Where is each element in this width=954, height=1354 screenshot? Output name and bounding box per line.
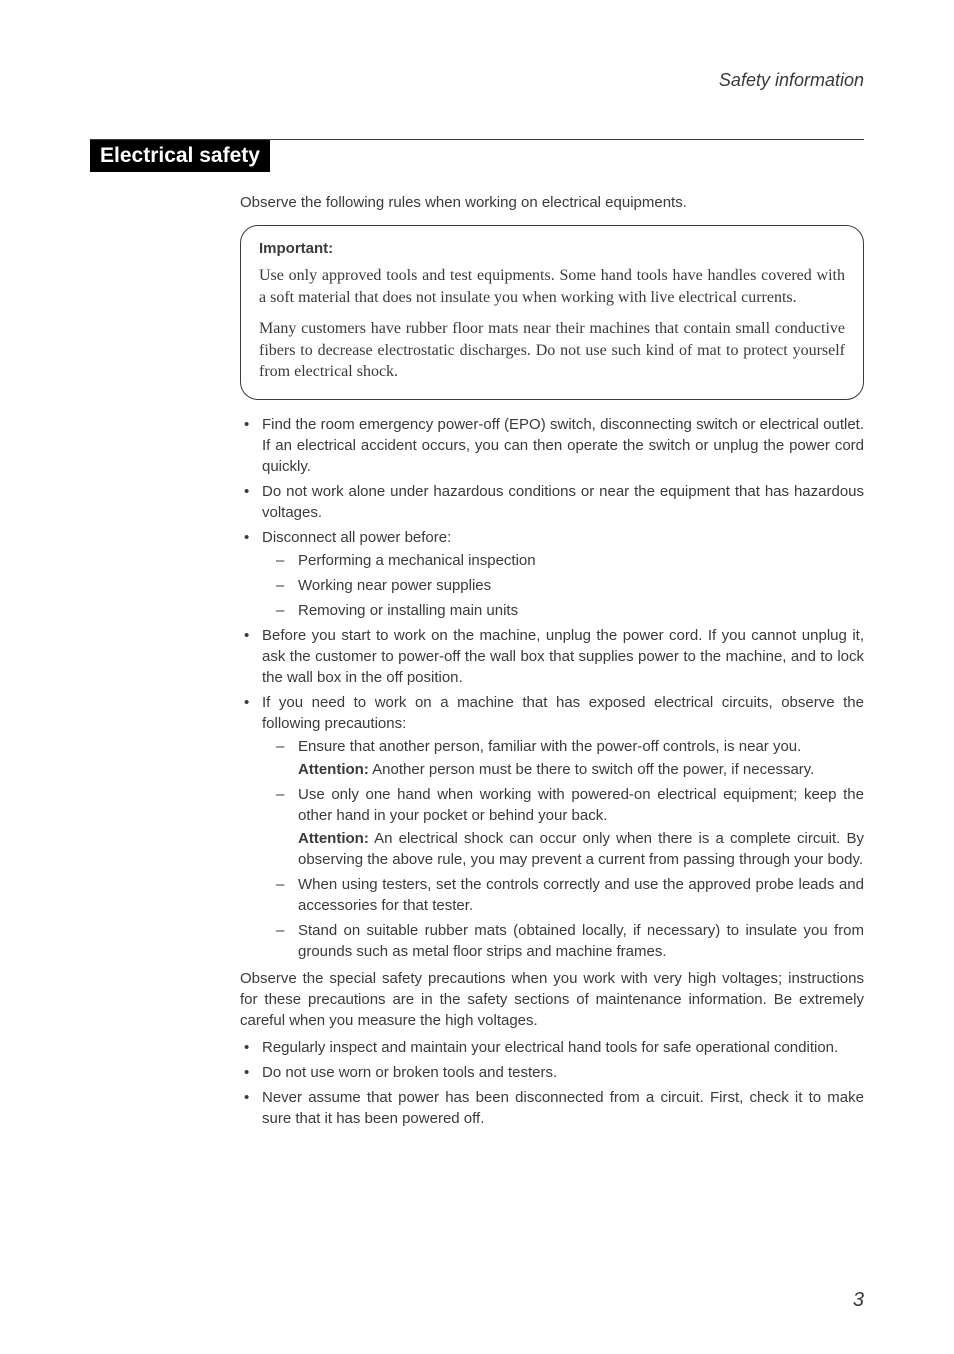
- attention-note: Attention: Another person must be there …: [298, 759, 864, 780]
- sub-list: Ensure that another person, familiar wit…: [274, 736, 864, 962]
- attention-label: Attention:: [298, 761, 369, 778]
- mid-paragraph: Observe the special safety precautions w…: [240, 968, 864, 1031]
- list-item: Performing a mechanical inspection: [274, 550, 864, 571]
- callout-p2: Many customers have rubber floor mats ne…: [259, 318, 845, 383]
- list-item: Stand on suitable rubber mats (obtained …: [274, 920, 864, 962]
- list-item-text: If you need to work on a machine that ha…: [262, 694, 864, 732]
- sub-item-text: Use only one hand when working with powe…: [298, 786, 864, 824]
- list-item: Never assume that power has been disconn…: [240, 1087, 864, 1129]
- list-item: Before you start to work on the machine,…: [240, 625, 864, 688]
- bullet-list-2: Regularly inspect and maintain your elec…: [240, 1037, 864, 1129]
- list-item: Working near power supplies: [274, 575, 864, 596]
- attention-text: Another person must be there to switch o…: [369, 761, 815, 778]
- list-item: Ensure that another person, familiar wit…: [274, 736, 864, 780]
- attention-label: Attention:: [298, 830, 369, 847]
- running-header: Safety information: [90, 70, 864, 91]
- list-item-text: Disconnect all power before:: [262, 529, 451, 546]
- content-block: Observe the following rules when working…: [240, 194, 864, 1129]
- list-item: Do not work alone under hazardous condit…: [240, 481, 864, 523]
- section-title: Electrical safety: [90, 140, 270, 172]
- page-number: 3: [853, 1289, 864, 1312]
- list-item: Regularly inspect and maintain your elec…: [240, 1037, 864, 1058]
- list-item: Find the room emergency power-off (EPO) …: [240, 414, 864, 477]
- intro-text: Observe the following rules when working…: [240, 194, 864, 211]
- callout-p1: Use only approved tools and test equipme…: [259, 265, 845, 308]
- callout-body: Use only approved tools and test equipme…: [259, 265, 845, 383]
- list-item: Do not use worn or broken tools and test…: [240, 1062, 864, 1083]
- list-item: When using testers, set the controls cor…: [274, 874, 864, 916]
- sub-list: Performing a mechanical inspection Worki…: [274, 550, 864, 621]
- important-callout: Important: Use only approved tools and t…: [240, 225, 864, 400]
- bullet-list-1: Find the room emergency power-off (EPO) …: [240, 414, 864, 962]
- section-rule: Electrical safety: [90, 139, 864, 172]
- list-item: Disconnect all power before: Performing …: [240, 527, 864, 621]
- attention-text: An electrical shock can occur only when …: [298, 830, 864, 868]
- sub-item-text: Ensure that another person, familiar wit…: [298, 738, 801, 755]
- list-item: Use only one hand when working with powe…: [274, 784, 864, 870]
- list-item: If you need to work on a machine that ha…: [240, 692, 864, 962]
- callout-title: Important:: [259, 240, 845, 257]
- attention-note: Attention: An electrical shock can occur…: [298, 828, 864, 870]
- list-item: Removing or installing main units: [274, 600, 864, 621]
